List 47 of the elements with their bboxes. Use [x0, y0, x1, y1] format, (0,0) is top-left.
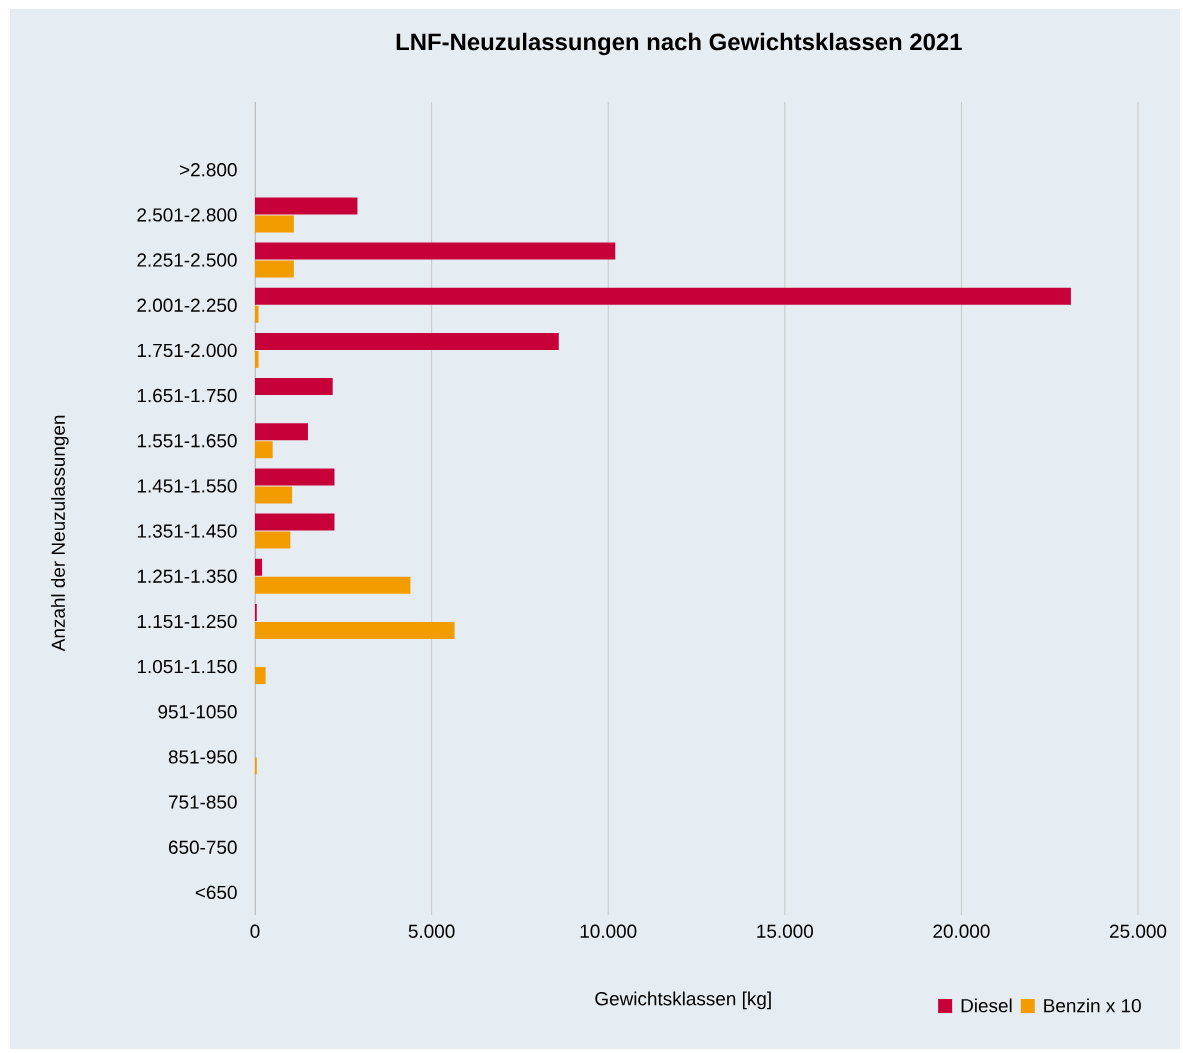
- bar: [255, 558, 263, 576]
- bar: [255, 486, 293, 504]
- bar: [255, 242, 616, 260]
- bar: [255, 468, 335, 486]
- y-tick-label: 751-850: [168, 795, 237, 809]
- bar: [255, 287, 1071, 305]
- y-axis-title: Anzahl der Neuzulassungen: [51, 415, 69, 652]
- y-tick-label: 650-750: [168, 840, 237, 854]
- x-tick-label: 25.000: [1110, 924, 1167, 938]
- y-tick-label: 1.051-1.150: [137, 659, 237, 674]
- y-tick-label: 951-1050: [158, 705, 237, 719]
- bar: [255, 260, 294, 278]
- x-tick-label: 15.000: [757, 924, 813, 938]
- legend-label: Diesel: [961, 998, 1012, 1013]
- bar: [255, 667, 266, 685]
- bar: [255, 350, 259, 368]
- x-tick-label: 5.000: [408, 924, 455, 938]
- x-tick-label: 20.000: [933, 924, 990, 938]
- y-tick-label: 2.501-2.800: [137, 208, 237, 222]
- y-tick-label: 1.151-1.250: [137, 614, 237, 629]
- y-tick-label: 1.451-1.550: [137, 479, 237, 493]
- y-tick-label: 1.751-2.000: [137, 343, 237, 358]
- bar: [255, 531, 291, 549]
- y-tick-label: 1.651-1.750: [137, 388, 237, 403]
- y-tick-label: 2.001-2.250: [137, 298, 237, 312]
- bar: [255, 215, 294, 233]
- y-tick-label: 2.251-2.500: [137, 253, 237, 267]
- y-tick-label: 1.551-1.650: [137, 434, 237, 448]
- x-axis-title: Gewichtsklassen [kg]: [595, 991, 771, 1010]
- chart-title: LNF-Neuzulassungen nach Gewichtsklassen 2021: [396, 32, 962, 56]
- y-tick-label: 1.251-1.350: [137, 569, 237, 583]
- y-tick-label: 851-950: [168, 750, 237, 764]
- bar: [255, 441, 273, 459]
- bar: [255, 197, 358, 215]
- bar: [255, 576, 411, 594]
- y-tick-label: <650: [195, 885, 237, 900]
- bar: [255, 513, 335, 531]
- bar: [255, 305, 259, 323]
- bar: [255, 332, 559, 350]
- bar: [255, 621, 455, 639]
- y-tick-label: >2.800: [179, 163, 237, 177]
- bar: [255, 423, 308, 441]
- legend-label: Benzin x 10: [1044, 998, 1141, 1013]
- x-tick-label: 10.000: [580, 924, 637, 938]
- y-tick-label: 1.351-1.450: [137, 524, 237, 538]
- bar: [255, 378, 333, 396]
- x-tick-label: 0: [250, 924, 260, 938]
